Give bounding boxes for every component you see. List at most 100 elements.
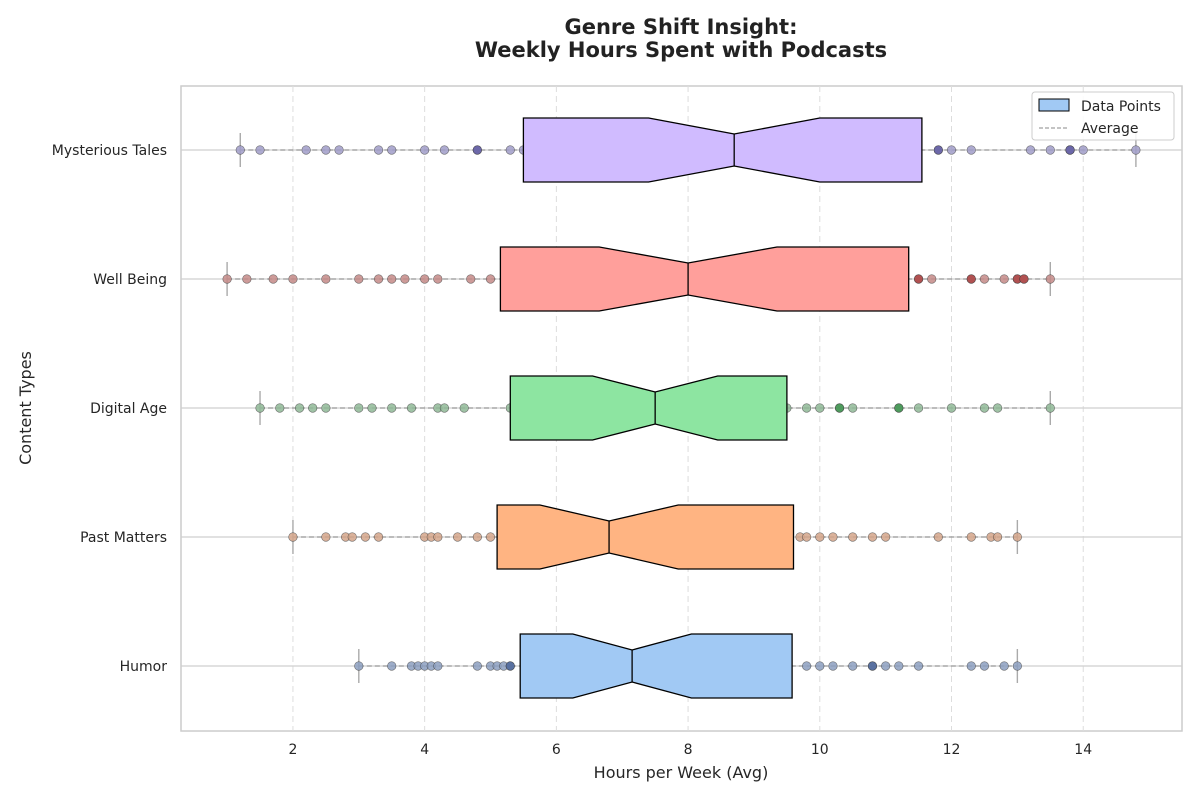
legend: Data Points Average [1031,91,1175,141]
data-point [946,403,957,413]
legend-label-data-points: Data Points [1081,99,1161,115]
data-point [373,532,384,542]
data-point [815,532,825,542]
y-tick-label: Well Being [93,272,167,288]
data-point [913,274,924,284]
data-point [433,274,443,284]
y-ticks: Mysterious Tales Well Being Digital Age Pas… [52,143,167,675]
data-point [347,532,357,542]
series-mysterious-tales [181,117,1182,183]
data-point [472,532,482,542]
data-point [452,532,463,542]
data-point [1019,274,1029,284]
data-point [222,274,232,284]
chart-title-line-1: Genre Shift Insight: [565,15,798,39]
data-point [1045,145,1055,155]
data-point [881,661,891,671]
data-point [802,532,812,542]
data-point [815,661,825,671]
data-point [334,145,344,155]
data-point [966,145,976,155]
y-tick-label: Humor [120,659,168,675]
data-point [505,661,515,671]
data-point [387,274,397,284]
data-point [867,661,878,671]
data-point [354,274,364,284]
data-point [1045,274,1055,284]
data-point [828,532,838,542]
x-tick-label: 2 [288,742,297,758]
y-axis-label: Content Types [16,351,35,465]
box [496,504,795,570]
legend-label-average: Average [1081,121,1139,137]
data-point [802,403,812,413]
data-point [387,145,397,155]
data-point [400,274,410,284]
data-point [1012,532,1022,542]
data-point [1012,661,1022,671]
series-well-being [181,246,1182,312]
box [509,375,788,441]
data-point [1025,145,1036,155]
data-point [387,661,397,671]
data-point [1078,145,1088,155]
data-point [966,661,976,671]
data-point [913,661,924,671]
data-point [439,403,450,413]
data-point [420,145,430,155]
chart-title-line-2: Weekly Hours Spent with Podcasts [475,38,887,62]
data-point [999,661,1009,671]
data-point [472,661,482,671]
x-tick-label: 12 [943,742,961,758]
x-ticks: 2 4 6 8 10 12 14 [288,742,1092,758]
y-tick-label: Past Matters [80,530,167,546]
data-point [373,274,384,284]
data-point [993,532,1003,542]
data-point [321,145,331,155]
data-point [439,145,450,155]
data-point [367,403,377,413]
data-point [979,274,990,284]
data-point [979,403,990,413]
data-point [433,661,443,671]
data-point [255,403,265,413]
box [499,246,910,312]
data-point [459,403,469,413]
data-point [946,145,957,155]
data-point [354,661,364,671]
data-point [979,661,990,671]
data-point [848,532,858,542]
data-point [828,661,838,671]
y-tick-label: Digital Age [90,401,167,417]
data-point [966,532,976,542]
data-point [505,145,515,155]
data-point [472,145,482,155]
x-tick-label: 14 [1074,742,1092,758]
data-point [288,274,298,284]
data-point [927,274,937,284]
data-point [485,532,496,542]
data-point [881,532,891,542]
data-point [1065,145,1075,155]
data-point [848,661,858,671]
data-point [321,403,331,413]
data-point [235,145,245,155]
data-point [301,145,311,155]
box [519,633,793,699]
data-point [360,532,370,542]
data-point [288,532,298,542]
data-point [321,274,331,284]
data-point [894,661,904,671]
data-point [993,403,1003,413]
data-point [308,403,318,413]
data-point [933,532,943,542]
data-point [255,145,265,155]
x-tick-label: 10 [811,742,829,758]
data-point [275,403,285,413]
data-point [848,403,858,413]
data-point [815,403,825,413]
data-point [268,274,278,284]
series-layer [181,117,1182,699]
